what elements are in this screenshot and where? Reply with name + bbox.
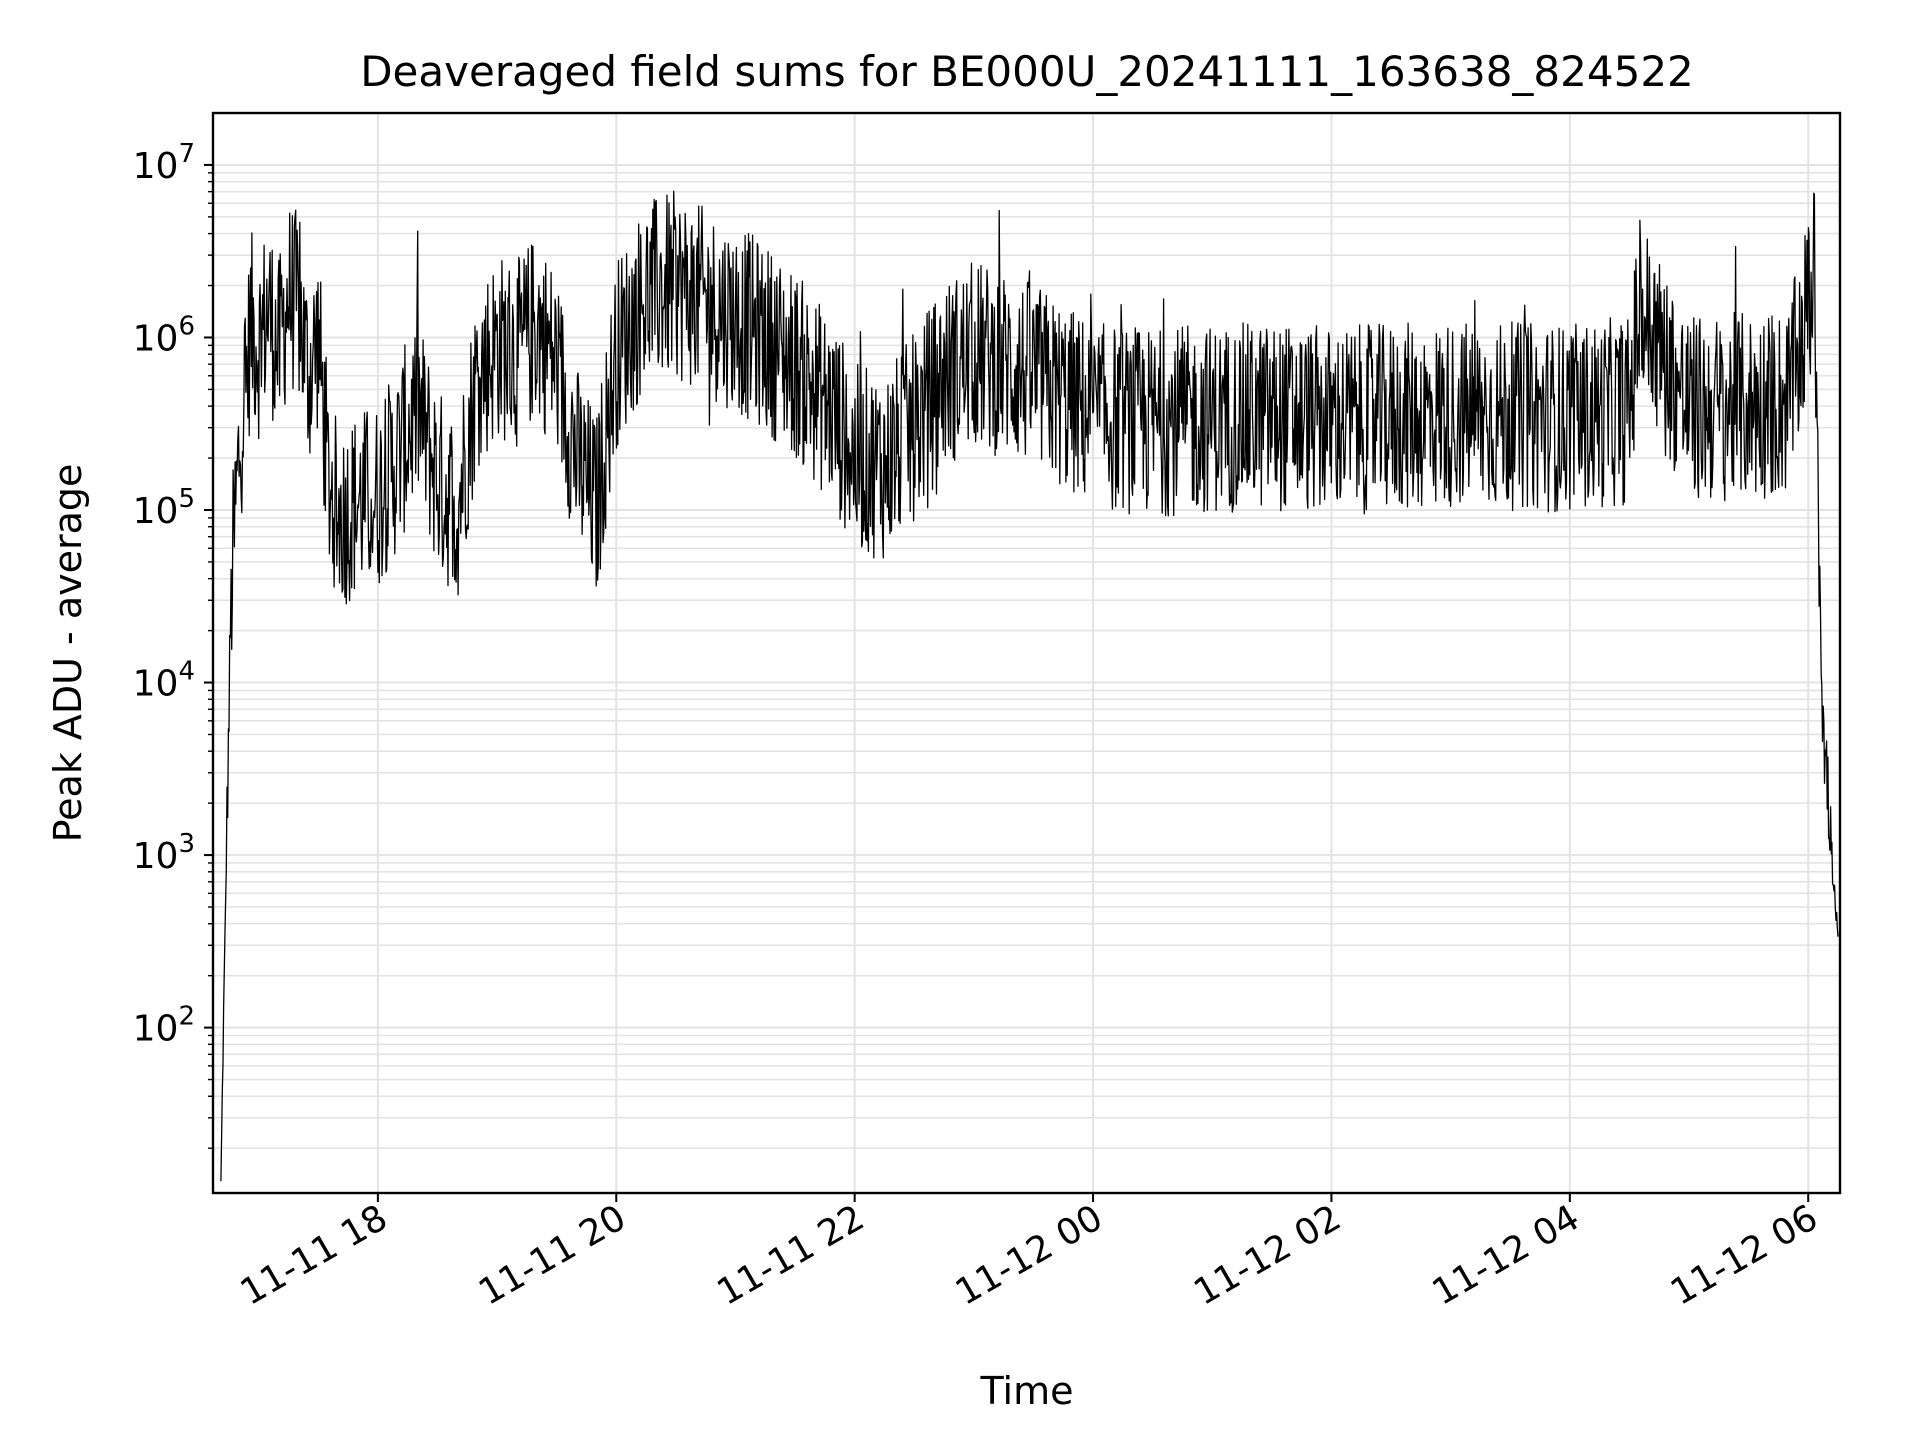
y-tick-label: 103 [133, 829, 195, 877]
y-tick-label: 105 [133, 484, 195, 532]
y-tick-label: 106 [133, 311, 195, 359]
y-tick-label: 107 [133, 139, 195, 187]
series-layer [220, 190, 1839, 1182]
series-line [220, 190, 1839, 1182]
chart-title: Deaveraged field sums for BE000U_2024111… [360, 47, 1694, 96]
y-tick-label: 102 [133, 1002, 195, 1050]
plot-frame [211, 111, 1842, 1195]
x-axis-label: Time [980, 1369, 1074, 1413]
y-tick-label: 104 [133, 657, 195, 705]
y-axis-label: Peak ADU - average [46, 464, 90, 843]
